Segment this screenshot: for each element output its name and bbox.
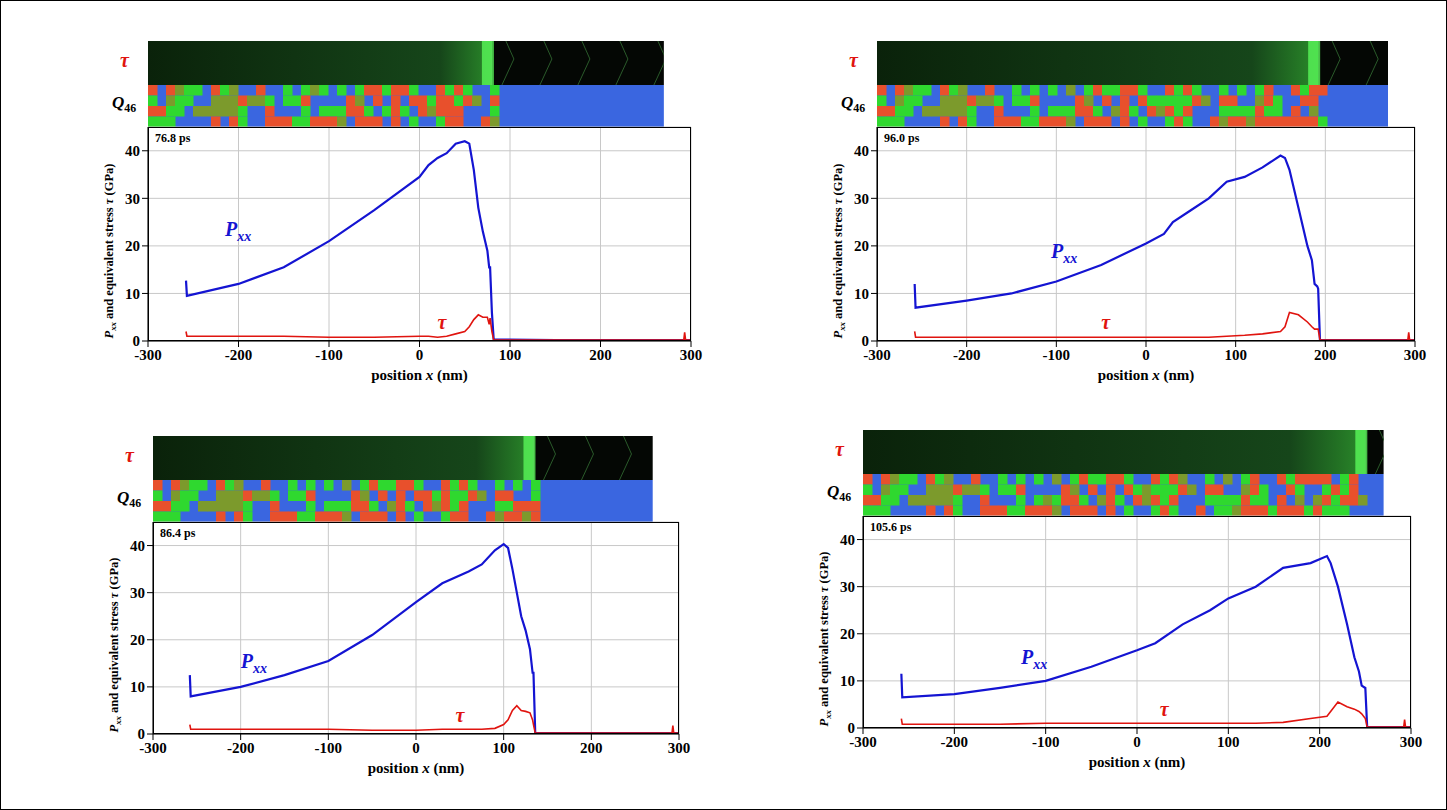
svg-text:-300: -300 <box>139 739 167 756</box>
svg-text:10: 10 <box>854 286 869 302</box>
html-text:position x (nm): position x (nm) <box>367 760 465 776</box>
html-text:(GPa): (GPa) <box>830 163 845 199</box>
html-text:Q46: Q46 <box>117 488 142 511</box>
svg-text:τ: τ <box>1101 311 1111 333</box>
html-text:position x (nm): position x (nm) <box>1088 754 1186 770</box>
svg-text:-200: -200 <box>225 347 253 363</box>
svg-text:0: 0 <box>412 740 420 756</box>
svg-text:0: 0 <box>1133 734 1141 750</box>
html-text:τ: τ <box>101 198 116 205</box>
html-text:(GPa): (GPa) <box>101 163 116 199</box>
svg-text:-200: -200 <box>941 734 969 750</box>
html-text:τ: τ <box>849 49 858 71</box>
svg-text:τ: τ <box>438 311 448 333</box>
html-text:and equivalent stress: and equivalent stress <box>106 598 121 716</box>
html-text:τ: τ <box>830 198 845 205</box>
html-text:Q46: Q46 <box>827 482 852 505</box>
html-text:P: P <box>101 330 116 339</box>
svg-text:300: 300 <box>680 347 703 363</box>
svg-text:Pxx: Pxx <box>224 218 251 244</box>
html-text:(GPa): (GPa) <box>106 557 121 593</box>
svg-text:0: 0 <box>862 333 870 349</box>
html-text:(GPa): (GPa) <box>816 551 831 587</box>
svg-text:10: 10 <box>130 679 145 695</box>
svg-text:300: 300 <box>1400 734 1423 750</box>
svg-text:0: 0 <box>133 333 141 349</box>
svg-text:0: 0 <box>416 347 424 363</box>
html-text:86.4 ps: 86.4 ps <box>160 526 196 540</box>
html-text:Q46: Q46 <box>841 93 866 116</box>
svg-text:-300: -300 <box>863 346 891 363</box>
html-text:96.0 ps: 96.0 ps <box>884 131 920 145</box>
html-text:position x (nm): position x (nm) <box>371 367 468 383</box>
html-text:τ: τ <box>120 49 129 71</box>
html-text:P: P <box>830 330 845 339</box>
svg-text:30: 30 <box>854 191 869 207</box>
html-text:and equivalent stress: and equivalent stress <box>830 204 845 322</box>
svg-text:200: 200 <box>1308 734 1331 750</box>
svg-text:0: 0 <box>1142 347 1150 363</box>
svg-text:-200: -200 <box>227 740 255 756</box>
html-text:P: P <box>106 724 121 733</box>
svg-text:40: 40 <box>125 143 140 159</box>
svg-text:0: 0 <box>848 720 856 736</box>
html-text:76.8 ps: 76.8 ps <box>155 131 191 145</box>
svg-text:40: 40 <box>840 532 855 548</box>
svg-text:300: 300 <box>1404 347 1427 363</box>
svg-text:Pxx: Pxx <box>240 650 267 676</box>
svg-text:10: 10 <box>840 673 855 689</box>
svg-text:40: 40 <box>130 538 145 554</box>
svg-text:30: 30 <box>130 585 145 601</box>
html-text:and equivalent stress: and equivalent stress <box>101 204 116 322</box>
svg-text:-100: -100 <box>315 740 343 756</box>
html-text:and equivalent stress: and equivalent stress <box>816 592 831 710</box>
html-text:105.6 ps: 105.6 ps <box>870 520 912 534</box>
html-text:τ: τ <box>816 586 831 593</box>
html-text:Q46: Q46 <box>112 93 137 116</box>
svg-text:100: 100 <box>1217 734 1240 750</box>
svg-text:200: 200 <box>580 740 603 756</box>
svg-text:20: 20 <box>840 626 855 642</box>
svg-text:τ: τ <box>1160 698 1170 720</box>
svg-text:-300: -300 <box>849 733 877 750</box>
svg-text:0: 0 <box>138 726 146 742</box>
html-text:τ: τ <box>106 592 121 599</box>
html-text:P: P <box>816 718 831 727</box>
svg-text:40: 40 <box>854 143 869 159</box>
html-text:xx: xx <box>823 710 834 719</box>
html-text:xx: xx <box>108 322 119 331</box>
html-text:xx: xx <box>837 322 848 331</box>
svg-text:Pxx: Pxx <box>1050 240 1077 266</box>
svg-text:300: 300 <box>668 740 691 756</box>
svg-text:-100: -100 <box>1043 347 1071 363</box>
svg-text:200: 200 <box>589 347 612 363</box>
svg-text:τ: τ <box>455 704 465 726</box>
svg-text:10: 10 <box>125 286 140 302</box>
svg-text:20: 20 <box>130 632 145 648</box>
svg-text:-300: -300 <box>134 346 162 363</box>
html-text:xx: xx <box>113 716 124 725</box>
svg-text:20: 20 <box>125 238 140 254</box>
svg-text:20: 20 <box>854 238 869 254</box>
svg-text:30: 30 <box>840 579 855 595</box>
svg-text:-100: -100 <box>315 347 343 363</box>
svg-text:Pxx: Pxx <box>1020 646 1047 672</box>
svg-text:100: 100 <box>1224 347 1247 363</box>
svg-text:-100: -100 <box>1032 734 1060 750</box>
html-text:τ: τ <box>835 438 844 460</box>
svg-text:30: 30 <box>125 191 140 207</box>
html-text:τ: τ <box>125 444 134 466</box>
svg-text:100: 100 <box>492 740 514 756</box>
svg-text:100: 100 <box>499 347 522 363</box>
html-text:position x (nm): position x (nm) <box>1097 367 1195 383</box>
svg-text:-200: -200 <box>953 347 981 363</box>
svg-text:200: 200 <box>1314 347 1337 363</box>
